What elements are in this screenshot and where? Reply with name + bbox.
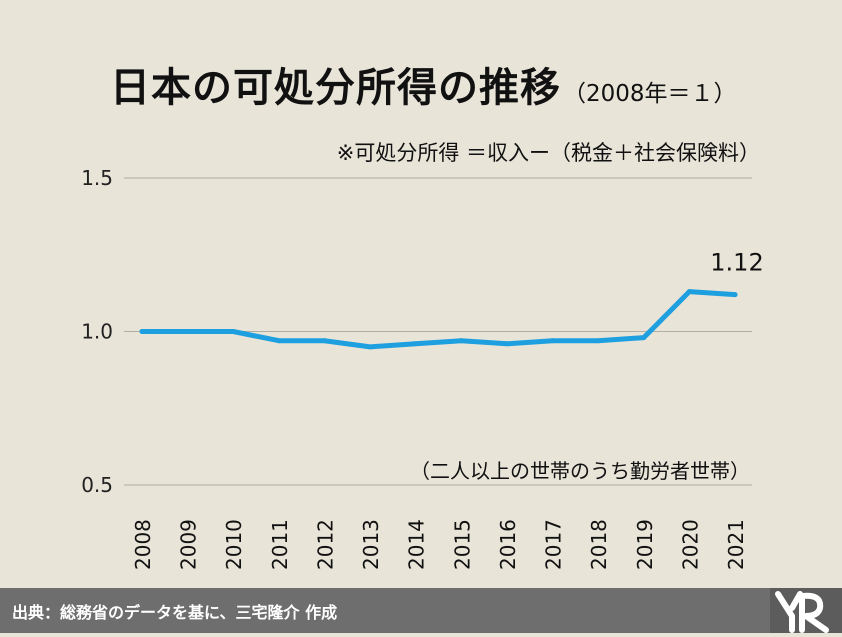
- chart-title: 日本の可処分所得の推移（2008年＝１）: [110, 55, 737, 113]
- data-label: 1.12: [710, 249, 763, 277]
- data-point: [139, 329, 145, 334]
- data-point: [276, 338, 282, 344]
- mr-logo-icon: [770, 588, 842, 633]
- x-tick-label: 2016: [496, 519, 520, 570]
- data-point: [504, 341, 510, 347]
- x-tick-label: 2018: [587, 519, 611, 570]
- series-layer: [139, 289, 738, 350]
- x-tick-label: 2012: [313, 519, 337, 570]
- data-point: [230, 329, 236, 334]
- x-tick-label: 2011: [268, 519, 292, 570]
- x-tick-label: 2021: [724, 519, 748, 570]
- data-point: [458, 338, 464, 344]
- footer-bar: 出典：総務省のデータを基に、三宅隆介 作成: [0, 588, 842, 633]
- title-main: 日本の可処分所得の推移: [110, 65, 561, 111]
- data-point: [732, 292, 738, 298]
- y-axis-ticks: 0.5 1.0 1.5: [81, 166, 113, 497]
- x-axis-ticks: 2008 2009 2010 2011 2012 2013 2014 2015 2016 2017…: [131, 519, 748, 570]
- source-credit: 出典：総務省のデータを基に、三宅隆介 作成: [12, 603, 338, 622]
- series-line: [139, 289, 738, 350]
- definition-note: ※可処分所得 ＝収入ー（税金＋社会保険料）: [336, 141, 760, 165]
- title-sub: （2008年＝１）: [563, 81, 737, 107]
- x-tick-label: 2009: [177, 519, 201, 570]
- data-point: [550, 338, 556, 344]
- x-tick-label: 2019: [633, 519, 657, 570]
- data-point: [641, 335, 647, 341]
- data-point: [413, 341, 419, 347]
- x-tick-label: 2015: [450, 519, 474, 570]
- x-tick-label: 2013: [359, 519, 383, 570]
- x-tick-label: 2014: [405, 519, 429, 570]
- y-tick-label: 1.0: [81, 320, 113, 344]
- x-tick-label: 2008: [131, 519, 155, 570]
- annotation-layer: 1.12: [710, 249, 763, 277]
- data-point: [595, 338, 601, 344]
- x-tick-label: 2017: [542, 519, 566, 570]
- data-point: [686, 289, 692, 295]
- household-note: （二人以上の世帯のうち勤労者世帯）: [410, 459, 750, 483]
- x-tick-label: 2020: [678, 519, 702, 570]
- y-tick-label: 1.5: [81, 166, 113, 190]
- x-tick-label: 2010: [222, 519, 246, 570]
- data-point: [321, 338, 327, 344]
- y-tick-label: 0.5: [81, 473, 113, 497]
- data-point: [185, 329, 191, 334]
- data-point: [367, 344, 373, 350]
